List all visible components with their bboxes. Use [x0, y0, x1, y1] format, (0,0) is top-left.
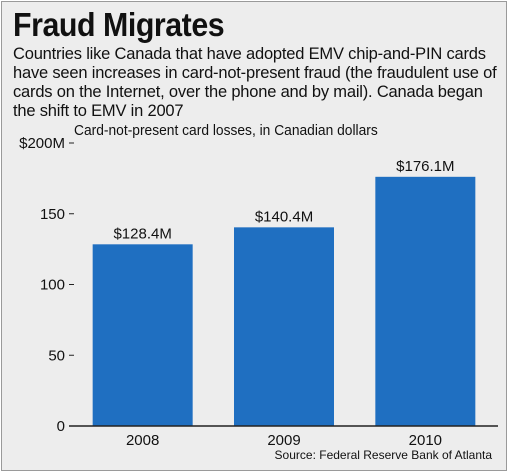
y-tick-label: 0 — [57, 418, 65, 435]
x-tick-label: 2010 — [409, 432, 442, 449]
bars-group: $128.4M 2008 $140.4M 2009 $176.1M 2010 — [92, 158, 476, 449]
data-label: $140.4M — [255, 208, 313, 225]
bar-chart: 0 50 100 150 $200M $128.4M 2008 $140.4M 2009 $17… — [19, 135, 498, 449]
description-text: Countries like Canada that have adopted … — [13, 45, 497, 120]
page-title: Fraud Migrates — [13, 6, 225, 43]
y-tick-label: 50 — [48, 347, 65, 364]
y-tick-label: 100 — [40, 277, 65, 294]
y-axis: 0 50 100 150 $200M — [19, 135, 74, 435]
x-tick-label: 2009 — [267, 432, 300, 449]
chart-title: Card-not-present card losses, in Canadia… — [74, 122, 378, 139]
source-note: Source: Federal Reserve Bank of Atlanta — [274, 448, 492, 462]
data-label: $128.4M — [113, 225, 171, 242]
bar-2009 — [234, 227, 334, 426]
y-tick-label: $200M — [19, 135, 65, 152]
y-tick-label: 150 — [40, 206, 65, 223]
bar-2008 — [92, 244, 193, 426]
x-tick-label: 2008 — [126, 432, 159, 449]
bar-2010 — [375, 176, 476, 426]
data-label: $176.1M — [396, 158, 454, 175]
